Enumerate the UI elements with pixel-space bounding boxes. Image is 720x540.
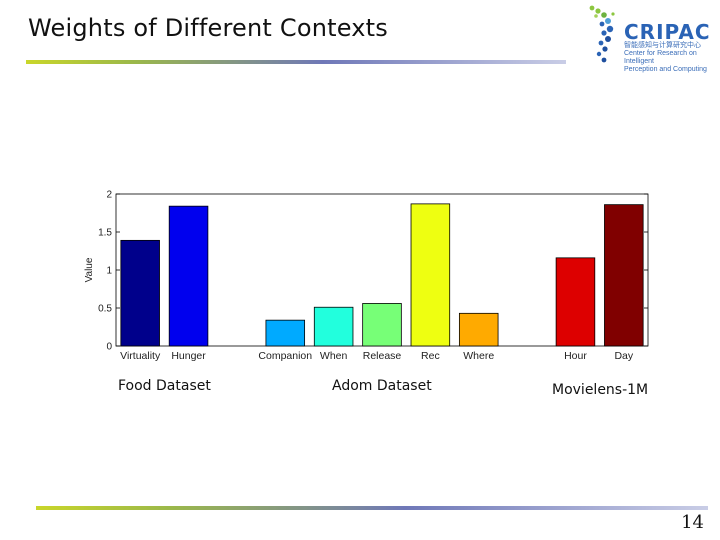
title-divider <box>26 60 566 64</box>
bar-day <box>604 204 644 347</box>
logo-subtitle: 智能感知与计算研究中心 Center for Research on Intel… <box>624 42 707 73</box>
x-tick-label-rec: Rec <box>421 350 440 362</box>
bar-rec <box>410 203 451 347</box>
bar-hour <box>555 257 596 347</box>
x-tick-label-release: Release <box>363 350 402 362</box>
cripac-logo: CRIPAC 智能感知与计算研究中心 Center for Research o… <box>578 2 720 73</box>
dataset-label-food: Food Dataset <box>118 378 211 394</box>
bar-virtuality <box>120 239 160 347</box>
x-tick-label-when: When <box>320 350 348 362</box>
logo-name: CRIPAC <box>624 20 711 44</box>
y-axis-label: Value <box>84 257 95 282</box>
x-tick-label-hour: Hour <box>564 350 587 362</box>
slide-title: Weights of Different Contexts <box>28 14 388 42</box>
y-tick-label: 1.5 <box>98 228 112 239</box>
x-tick-label-companion: Companion <box>258 350 312 362</box>
bar-release <box>362 303 402 347</box>
dataset-label-adom: Adom Dataset <box>332 378 432 394</box>
logo-dots-icon <box>589 5 615 63</box>
y-tick-label: 1 <box>106 266 112 277</box>
bar-hunger <box>168 205 209 347</box>
x-tick-label-day: Day <box>614 350 633 362</box>
x-tick-label-virtuality: Virtuality <box>120 350 161 362</box>
y-tick-label: 0 <box>106 342 112 353</box>
y-tick-label: 2 <box>106 190 112 201</box>
bar-companion <box>265 319 306 347</box>
x-tick-label-hunger: Hunger <box>171 350 206 362</box>
footer-divider <box>36 506 708 510</box>
bar-when <box>313 306 354 347</box>
y-tick-label: 0.5 <box>98 304 112 315</box>
bar-chart: 0 0.5 1 1.5 2 Value Virtuality Hunger Companion W… <box>84 190 649 362</box>
page-number: 14 <box>681 512 704 533</box>
dataset-label-movielens: Movielens-1M <box>552 382 649 398</box>
x-tick-label-where: Where <box>463 350 494 362</box>
bar-where <box>458 312 499 347</box>
